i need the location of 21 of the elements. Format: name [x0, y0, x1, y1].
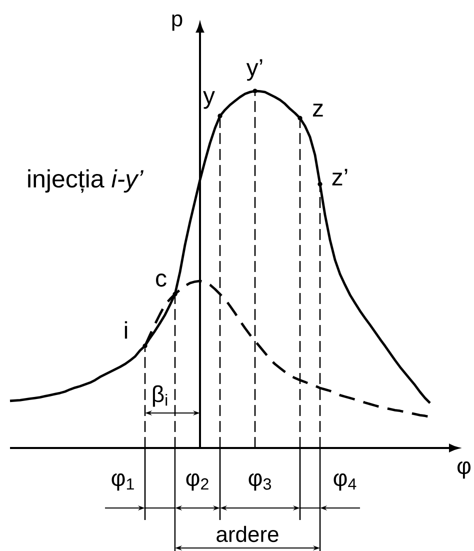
annotation: z’	[332, 168, 348, 186]
annotation: β$_{i}$	[152, 385, 168, 407]
point	[318, 182, 322, 186]
x-axis-title: φ	[458, 461, 471, 479]
text: φ$_{1}$	[112, 473, 134, 491]
text: φ$_{4}$	[334, 473, 356, 491]
point	[218, 114, 222, 118]
annotation: z	[312, 104, 323, 116]
annotation: injecția i-y’	[28, 169, 144, 193]
text: φ$_{2}$	[186, 473, 208, 491]
text: y’	[246, 59, 262, 81]
point	[172, 292, 178, 296]
point	[142, 344, 148, 348]
point	[298, 116, 302, 120]
text: φ$_{3}$	[248, 473, 271, 491]
text: ardere	[216, 526, 278, 542]
y-axis-title: p	[172, 14, 182, 31]
point	[252, 88, 258, 94]
annotation: i	[124, 321, 128, 339]
annotation: y	[203, 91, 215, 109]
annotation: c	[156, 274, 166, 287]
